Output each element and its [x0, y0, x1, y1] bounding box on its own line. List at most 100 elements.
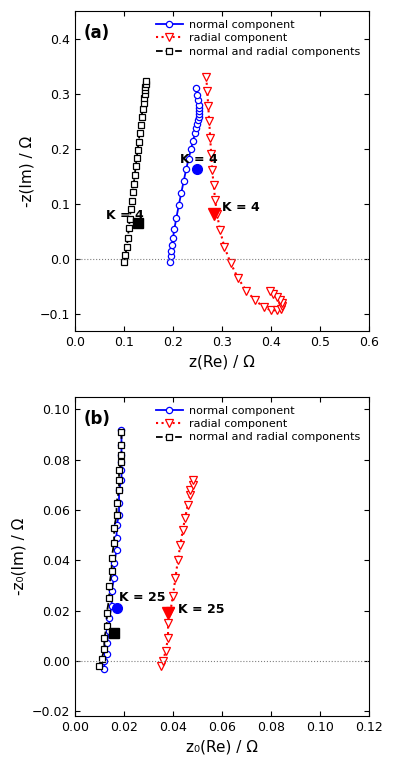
normal and radial components — [139, 113, 144, 122]
Line: radial component: radial component — [203, 74, 286, 314]
normal component — [112, 558, 117, 568]
normal and radial components — [117, 476, 121, 485]
normal and radial components — [117, 486, 121, 495]
normal component — [119, 425, 124, 434]
radial component — [253, 296, 258, 305]
normal component — [117, 511, 121, 520]
radial component — [277, 295, 282, 304]
normal component — [177, 201, 181, 210]
normal and radial components — [107, 581, 112, 591]
normal component — [179, 188, 184, 198]
normal component — [174, 213, 179, 222]
normal component — [184, 165, 189, 174]
normal and radial components — [100, 654, 104, 663]
normal and radial components — [136, 137, 141, 146]
normal and radial components — [142, 89, 147, 98]
normal component — [107, 627, 112, 636]
normal component — [195, 90, 200, 100]
normal and radial components — [140, 105, 145, 114]
normal component — [114, 521, 119, 530]
radial component — [213, 195, 217, 205]
X-axis label: z₀(Re) / Ω: z₀(Re) / Ω — [186, 740, 258, 755]
radial component — [271, 290, 276, 299]
radial component — [275, 306, 279, 315]
normal component — [197, 110, 202, 119]
normal component — [168, 257, 173, 267]
normal component — [104, 649, 109, 658]
normal component — [102, 656, 107, 666]
radial component — [183, 513, 188, 522]
normal component — [112, 574, 117, 583]
Line: normal component: normal component — [101, 427, 125, 672]
Legend: normal component, radial component, normal and radial components: normal component, radial component, norm… — [152, 402, 363, 446]
normal and radial components — [143, 83, 148, 92]
radial component — [210, 165, 214, 175]
normal and radial components — [97, 662, 102, 671]
normal and radial components — [119, 440, 124, 450]
radial component — [209, 150, 214, 159]
radial component — [236, 273, 240, 283]
radial component — [275, 292, 279, 301]
normal component — [119, 440, 124, 450]
radial component — [261, 303, 266, 312]
Y-axis label: -z(Im) / Ω: -z(Im) / Ω — [19, 136, 34, 207]
normal and radial components — [123, 250, 128, 259]
normal component — [169, 246, 174, 255]
radial component — [280, 301, 284, 310]
Text: (b): (b) — [84, 410, 111, 427]
radial component — [171, 591, 175, 601]
normal and radial components — [131, 179, 136, 188]
normal and radial components — [132, 171, 137, 180]
radial component — [188, 490, 192, 499]
normal component — [196, 115, 201, 124]
normal component — [181, 176, 186, 185]
Line: normal and radial components: normal and radial components — [121, 77, 150, 265]
radial component — [165, 619, 170, 628]
normal component — [114, 533, 119, 542]
normal and radial components — [130, 187, 135, 196]
normal and radial components — [138, 120, 143, 129]
normal component — [195, 119, 200, 128]
normal and radial components — [117, 465, 121, 474]
radial component — [208, 133, 212, 142]
normal and radial components — [126, 224, 131, 233]
normal and radial components — [102, 644, 107, 653]
radial component — [185, 500, 190, 509]
Text: K = 4: K = 4 — [223, 201, 260, 214]
normal and radial components — [141, 98, 146, 107]
normal and radial components — [102, 634, 107, 643]
Text: K = 4: K = 4 — [106, 209, 143, 222]
radial component — [244, 286, 249, 296]
normal and radial components — [135, 146, 140, 155]
radial component — [180, 525, 185, 535]
normal component — [169, 241, 174, 250]
radial component — [161, 656, 165, 666]
Text: K = 4: K = 4 — [180, 152, 218, 165]
normal component — [197, 100, 201, 110]
normal and radial components — [119, 427, 124, 437]
normal and radial components — [109, 553, 114, 562]
radial component — [188, 486, 192, 495]
normal and radial components — [112, 538, 117, 548]
normal component — [117, 486, 121, 495]
normal and radial components — [125, 234, 130, 243]
normal and radial components — [127, 214, 132, 224]
Text: K = 25: K = 25 — [119, 591, 165, 604]
radial component — [190, 480, 195, 489]
radial component — [165, 634, 170, 643]
radial component — [163, 647, 168, 656]
Text: K = 25: K = 25 — [178, 604, 224, 617]
normal and radial components — [142, 93, 147, 102]
radial component — [268, 286, 272, 296]
radial component — [204, 73, 209, 82]
normal and radial components — [143, 86, 147, 95]
normal component — [114, 546, 119, 555]
normal and radial components — [104, 609, 109, 618]
radial component — [206, 101, 211, 110]
normal and radial components — [144, 79, 149, 88]
radial component — [158, 662, 163, 671]
radial component — [190, 476, 195, 485]
Text: (a): (a) — [84, 24, 110, 42]
normal component — [107, 614, 112, 623]
normal and radial components — [119, 450, 124, 460]
